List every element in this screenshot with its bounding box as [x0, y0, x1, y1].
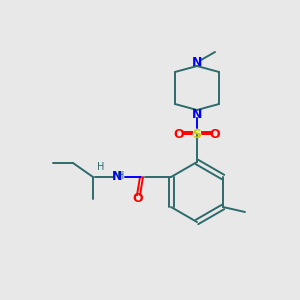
Text: O: O	[174, 128, 184, 140]
Text: N: N	[192, 56, 202, 68]
Text: O: O	[210, 128, 220, 140]
Text: H: H	[117, 171, 125, 181]
Text: N: N	[112, 170, 122, 184]
Text: H: H	[97, 162, 105, 172]
Text: N: N	[192, 107, 202, 121]
Text: S: S	[193, 128, 202, 140]
Text: O: O	[133, 193, 143, 206]
